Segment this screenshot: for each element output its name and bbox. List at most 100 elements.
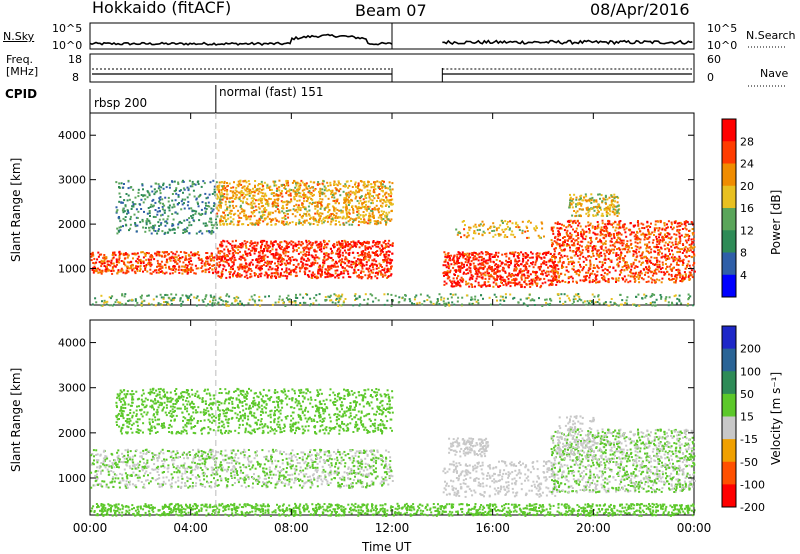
echo-cell — [240, 274, 243, 277]
echo-cell — [369, 209, 372, 212]
echo-cell — [221, 256, 224, 258]
echo-cell — [184, 269, 187, 272]
echo-cell — [191, 216, 194, 219]
echo-cell — [328, 209, 331, 211]
echo-cell — [126, 266, 129, 269]
echo-cell — [163, 232, 166, 235]
echo-cell — [266, 200, 269, 203]
echo-cell — [598, 254, 601, 257]
echo-cell — [147, 191, 150, 194]
echo-cell — [319, 215, 322, 218]
echo-cell — [331, 250, 333, 253]
echo-cell — [191, 183, 194, 186]
echo-cell — [339, 249, 342, 252]
echo-cell — [376, 253, 379, 256]
echo-cell — [641, 252, 644, 255]
echo-cell — [359, 261, 362, 264]
echo-cell — [271, 267, 274, 270]
echo-cell — [541, 273, 544, 276]
echo-cell — [336, 184, 339, 187]
echo-cell — [467, 282, 470, 285]
echo-cell — [520, 270, 523, 273]
echo-cell — [103, 258, 106, 261]
echo-cell — [295, 194, 298, 197]
echo-cell — [511, 222, 514, 225]
echo-cell — [659, 239, 662, 242]
echo-cell — [381, 275, 384, 278]
echo-cell — [358, 202, 361, 205]
echo-cell — [104, 270, 107, 273]
echo-cell — [271, 248, 274, 251]
echo-cell — [223, 255, 226, 257]
echo-cell — [390, 218, 393, 221]
echo-cell — [320, 219, 323, 222]
echo-cell — [360, 251, 363, 254]
echo-cell — [551, 243, 554, 246]
echo-cell — [484, 265, 486, 268]
echo-cell — [301, 216, 304, 219]
echo-cell — [252, 223, 255, 226]
echo-cell — [239, 258, 242, 261]
echo-cell — [600, 247, 603, 250]
echo-cell — [137, 210, 140, 213]
echo-cell — [232, 186, 235, 189]
echo-cell — [254, 205, 257, 208]
echo-cell — [468, 229, 471, 232]
echo-cell — [124, 272, 127, 275]
echo-cell — [297, 240, 300, 243]
echo-cell — [646, 246, 649, 249]
echo-cell — [233, 244, 236, 247]
echo-cell — [510, 274, 513, 276]
echo-cell — [356, 210, 359, 213]
echo-cell — [622, 257, 625, 260]
echo-cell — [443, 260, 446, 263]
echo-cell — [282, 274, 285, 277]
echo-cell — [675, 246, 678, 248]
echo-cell — [240, 246, 243, 249]
echo-cell — [236, 273, 239, 276]
echo-cell — [326, 270, 329, 272]
echo-cell — [378, 270, 381, 273]
echo-cell — [287, 216, 290, 219]
echo-cell — [308, 209, 311, 212]
echo-cell — [377, 186, 380, 189]
echo-cell — [319, 187, 322, 190]
echo-cell — [227, 214, 229, 217]
echo-cell — [237, 180, 240, 183]
echo-cell — [297, 252, 300, 255]
echo-cell — [286, 271, 288, 274]
echo-cell — [212, 205, 215, 207]
echo-cell — [286, 244, 289, 247]
echo-cell — [538, 268, 541, 271]
echo-cell — [497, 226, 500, 229]
echo-cell — [387, 200, 390, 203]
echo-cell — [258, 251, 261, 254]
echo-cell — [232, 193, 235, 196]
echo-cell — [321, 212, 324, 215]
echo-cell — [254, 190, 257, 193]
echo-cell — [258, 222, 261, 224]
echo-cell — [171, 255, 174, 258]
echo-cell — [525, 262, 528, 265]
echo-cell — [251, 191, 253, 193]
echo-cell — [220, 276, 223, 279]
echo-cell — [573, 244, 576, 247]
echo-cell — [176, 212, 179, 215]
echo-cell — [256, 261, 259, 264]
echo-cell — [264, 244, 266, 247]
echo-cell — [177, 195, 180, 198]
echo-cell — [241, 186, 244, 189]
echo-cell — [231, 248, 234, 251]
echo-cell — [684, 233, 687, 236]
echo-cell — [670, 263, 673, 266]
echo-cell — [212, 231, 215, 234]
echo-cell — [505, 263, 507, 266]
echo-cell — [341, 258, 344, 261]
echo-cell — [467, 260, 470, 263]
echo-cell — [662, 271, 665, 274]
echo-cell — [135, 208, 138, 211]
echo-cell — [288, 221, 291, 224]
echo-cell — [103, 262, 106, 265]
echo-cell — [151, 255, 153, 257]
echo-cell — [302, 242, 304, 245]
